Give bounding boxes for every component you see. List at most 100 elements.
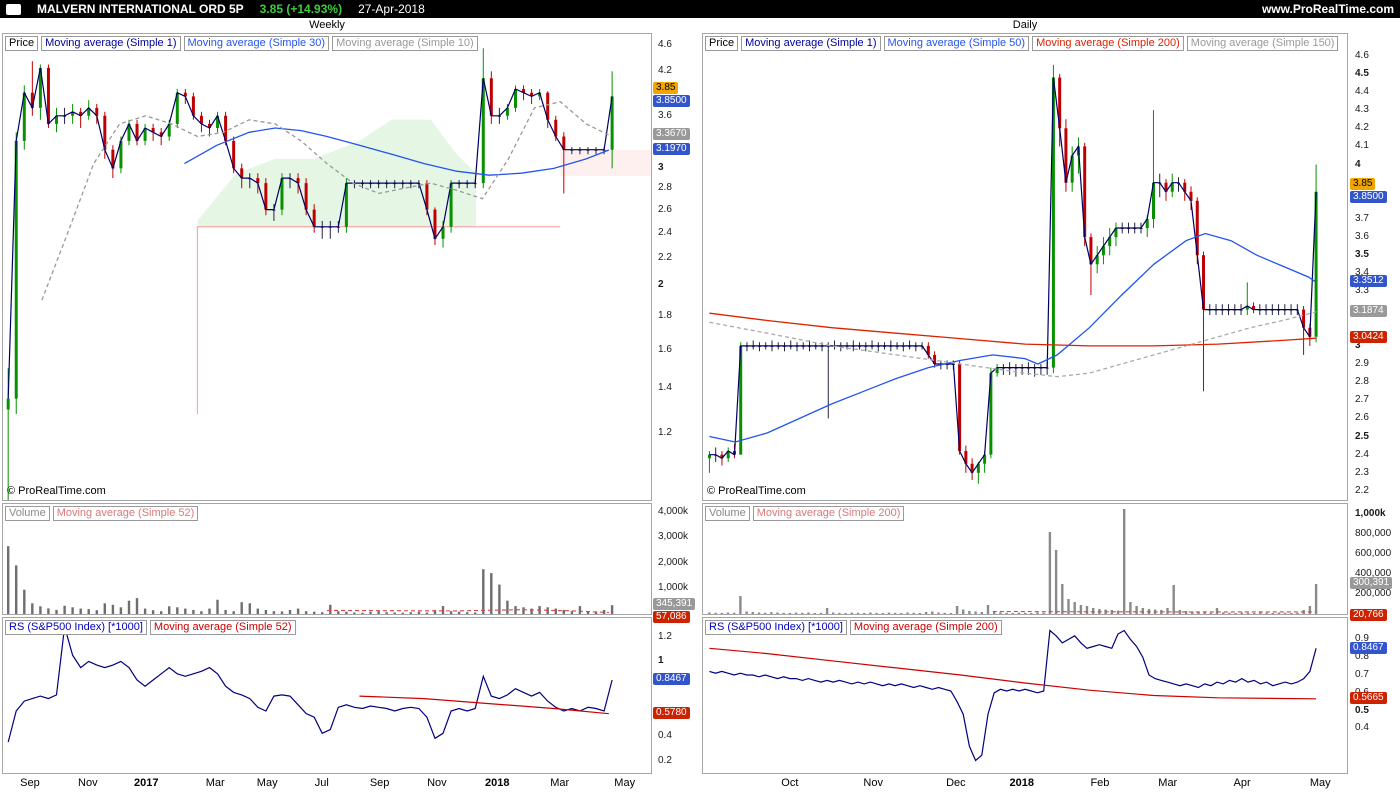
legend-item[interactable]: RS (S&P500 Index) [*1000]: [705, 620, 847, 635]
price-axis-label: 4.1: [1355, 140, 1369, 152]
chart-copyright: © ProRealTime.com: [7, 485, 106, 497]
price-axis-label: 2.6: [658, 203, 672, 215]
rs-axis-label: 0.7: [1355, 669, 1369, 680]
legend-item[interactable]: Moving average (Simple 30): [183, 36, 330, 51]
price-axis-label: 4.4: [1355, 86, 1369, 98]
price-axis-label: 3.6: [1355, 231, 1369, 243]
price-axis-label: 2.9: [1355, 358, 1369, 369]
volume-axis-label: 4,000k: [658, 505, 689, 517]
price-axis-label: 2.5: [1355, 430, 1369, 442]
price-axis-label: 2.7: [1355, 394, 1369, 406]
chart-copyright: © ProRealTime.com: [707, 485, 806, 497]
x-axis-label: Mar: [1158, 777, 1178, 789]
x-axis-label: Feb: [1090, 777, 1110, 789]
x-axis-label: Mar: [205, 777, 225, 789]
legend-item[interactable]: Moving average (Simple 52): [149, 620, 296, 635]
weekly-volume-pane[interactable]: Volume Moving average (Simple 52): [2, 503, 652, 615]
axis-value-badge: 3.8500: [1350, 190, 1387, 203]
axis-value-badge: 300,391: [1350, 577, 1393, 589]
volume-axis-label: 200,000: [1355, 588, 1392, 599]
title-bar: MALVERN INTERNATIONAL ORD 5P 3.85 (+14.9…: [0, 0, 1400, 18]
weekly-rs-pane[interactable]: RS (S&P500 Index) [*1000] Moving average …: [2, 617, 652, 774]
weekly-price-pane[interactable]: Price Moving average (Simple 1) Moving ave…: [2, 33, 652, 501]
daily-volume-legend: Volume Moving average (Simple 200): [705, 506, 905, 521]
last-price-change: 3.85 (+14.93%): [259, 2, 343, 16]
axis-value-badge: 3.3670: [653, 128, 690, 141]
x-axis-label: Nov: [863, 777, 883, 789]
price-axis-label: 2.6: [1355, 412, 1369, 424]
price-axis-label: 4.3: [1355, 104, 1369, 116]
legend-item[interactable]: Moving average (Simple 50): [883, 36, 1030, 51]
axis-value-badge: 57,086: [653, 610, 690, 623]
axis-value-badge: 3.8500: [653, 95, 690, 108]
daily-period-title: Daily: [1012, 19, 1038, 31]
price-axis-label: 2.4: [1355, 448, 1369, 460]
daily-rs-pane-svg: [709, 629, 1317, 762]
daily-volume-pane[interactable]: Volume Moving average (Simple 200): [702, 503, 1348, 615]
legend-item[interactable]: Price: [5, 36, 39, 51]
axis-value-badge: 0.5665: [1350, 691, 1387, 704]
price-axis-label: 2.8: [1355, 376, 1369, 388]
weekly-volume-legend: Volume Moving average (Simple 52): [5, 506, 199, 521]
axis-value-badge: 3.85: [653, 82, 679, 95]
price-axis-label: 2.2: [658, 251, 672, 263]
legend-item[interactable]: Volume: [705, 506, 750, 521]
axis-value-badge: 0.8467: [653, 673, 690, 686]
axis-value-badge: 3.0424: [1350, 331, 1387, 344]
legend-item[interactable]: Moving average (Simple 200): [1032, 36, 1184, 51]
prorealtime-logo-icon[interactable]: [6, 3, 21, 15]
x-axis-label: Dec: [946, 777, 966, 789]
volume-axis-label: 2,000k: [658, 556, 689, 568]
x-axis-label: Sep: [20, 777, 40, 789]
rs-axis-label: 1.2: [658, 630, 672, 642]
legend-item[interactable]: Moving average (Simple 1): [741, 36, 881, 51]
quote-date: 27-Apr-2018: [358, 2, 425, 16]
price-axis-label: 4.6: [1355, 49, 1369, 61]
weekly-period-title: Weekly: [309, 19, 345, 31]
legend-item[interactable]: Moving average (Simple 150): [1186, 36, 1339, 51]
daily-volume-pane-svg: [708, 509, 1318, 614]
axis-value-badge: 3.85: [1350, 177, 1376, 190]
x-axis-label: Nov: [427, 777, 447, 789]
daily-price-pane[interactable]: Price Moving average (Simple 1) Moving ave…: [702, 33, 1348, 501]
axis-value-badge: 3.1970: [653, 143, 690, 155]
weekly-rs-pane-svg: [7, 626, 613, 743]
legend-item[interactable]: Volume: [5, 506, 50, 521]
instrument-name: MALVERN INTERNATIONAL ORD 5P: [37, 2, 244, 16]
x-axis-label: Mar: [550, 777, 570, 789]
volume-axis-label: 3,000k: [658, 531, 689, 543]
price-axis-label: 1.4: [658, 382, 672, 394]
price-axis-label: 3: [658, 162, 664, 174]
x-axis-label: May: [614, 777, 636, 789]
x-axis-label: 2018: [1009, 777, 1034, 789]
price-axis-label: 1.2: [658, 426, 672, 438]
daily-price-pane-svg: [707, 64, 1318, 484]
price-axis-label: 4.2: [658, 65, 672, 77]
legend-item[interactable]: Moving average (Simple 200): [752, 506, 905, 521]
site-link[interactable]: www.ProRealTime.com: [1261, 2, 1394, 16]
x-axis-label: 2018: [485, 777, 510, 789]
legend-item[interactable]: Price: [705, 36, 739, 51]
price-axis-label: 3.4: [1355, 267, 1369, 279]
volume-axis-label: 400,000: [1355, 568, 1392, 579]
price-axis-label: 3.5: [1355, 249, 1369, 261]
price-axis-label: 3.6: [658, 109, 672, 121]
rs-axis-label: 0.5: [1355, 704, 1369, 716]
price-axis-label: 3.7: [1355, 212, 1369, 224]
daily-rs-pane[interactable]: RS (S&P500 Index) [*1000] Moving average …: [702, 617, 1348, 774]
rs-axis-label: 0.4: [1355, 722, 1369, 734]
price-axis-label: 2: [658, 279, 664, 291]
rs-axis-label: 1: [658, 655, 664, 667]
legend-item[interactable]: Moving average (Simple 52): [52, 506, 199, 521]
x-axis-label: May: [1309, 777, 1331, 789]
legend-item[interactable]: RS (S&P500 Index) [*1000]: [5, 620, 147, 635]
weekly-price-pane-svg: [6, 48, 651, 500]
legend-item[interactable]: Moving average (Simple 10): [332, 36, 478, 51]
volume-axis-label: 1,000k: [658, 582, 689, 594]
legend-item[interactable]: Moving average (Simple 1): [41, 36, 181, 51]
legend-item[interactable]: Moving average (Simple 200): [849, 620, 1002, 635]
x-axis-label: Oct: [781, 777, 799, 789]
price-axis-label: 4: [1355, 158, 1361, 170]
volume-axis-label: 600,000: [1355, 548, 1392, 559]
